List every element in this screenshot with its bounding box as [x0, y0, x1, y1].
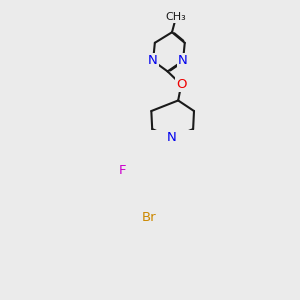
Text: O: O	[176, 78, 187, 91]
Text: N: N	[178, 54, 188, 68]
Text: Br: Br	[141, 212, 156, 224]
Text: N: N	[167, 131, 177, 144]
Text: CH₃: CH₃	[165, 13, 186, 22]
Text: N: N	[148, 54, 158, 68]
Text: F: F	[118, 164, 126, 177]
